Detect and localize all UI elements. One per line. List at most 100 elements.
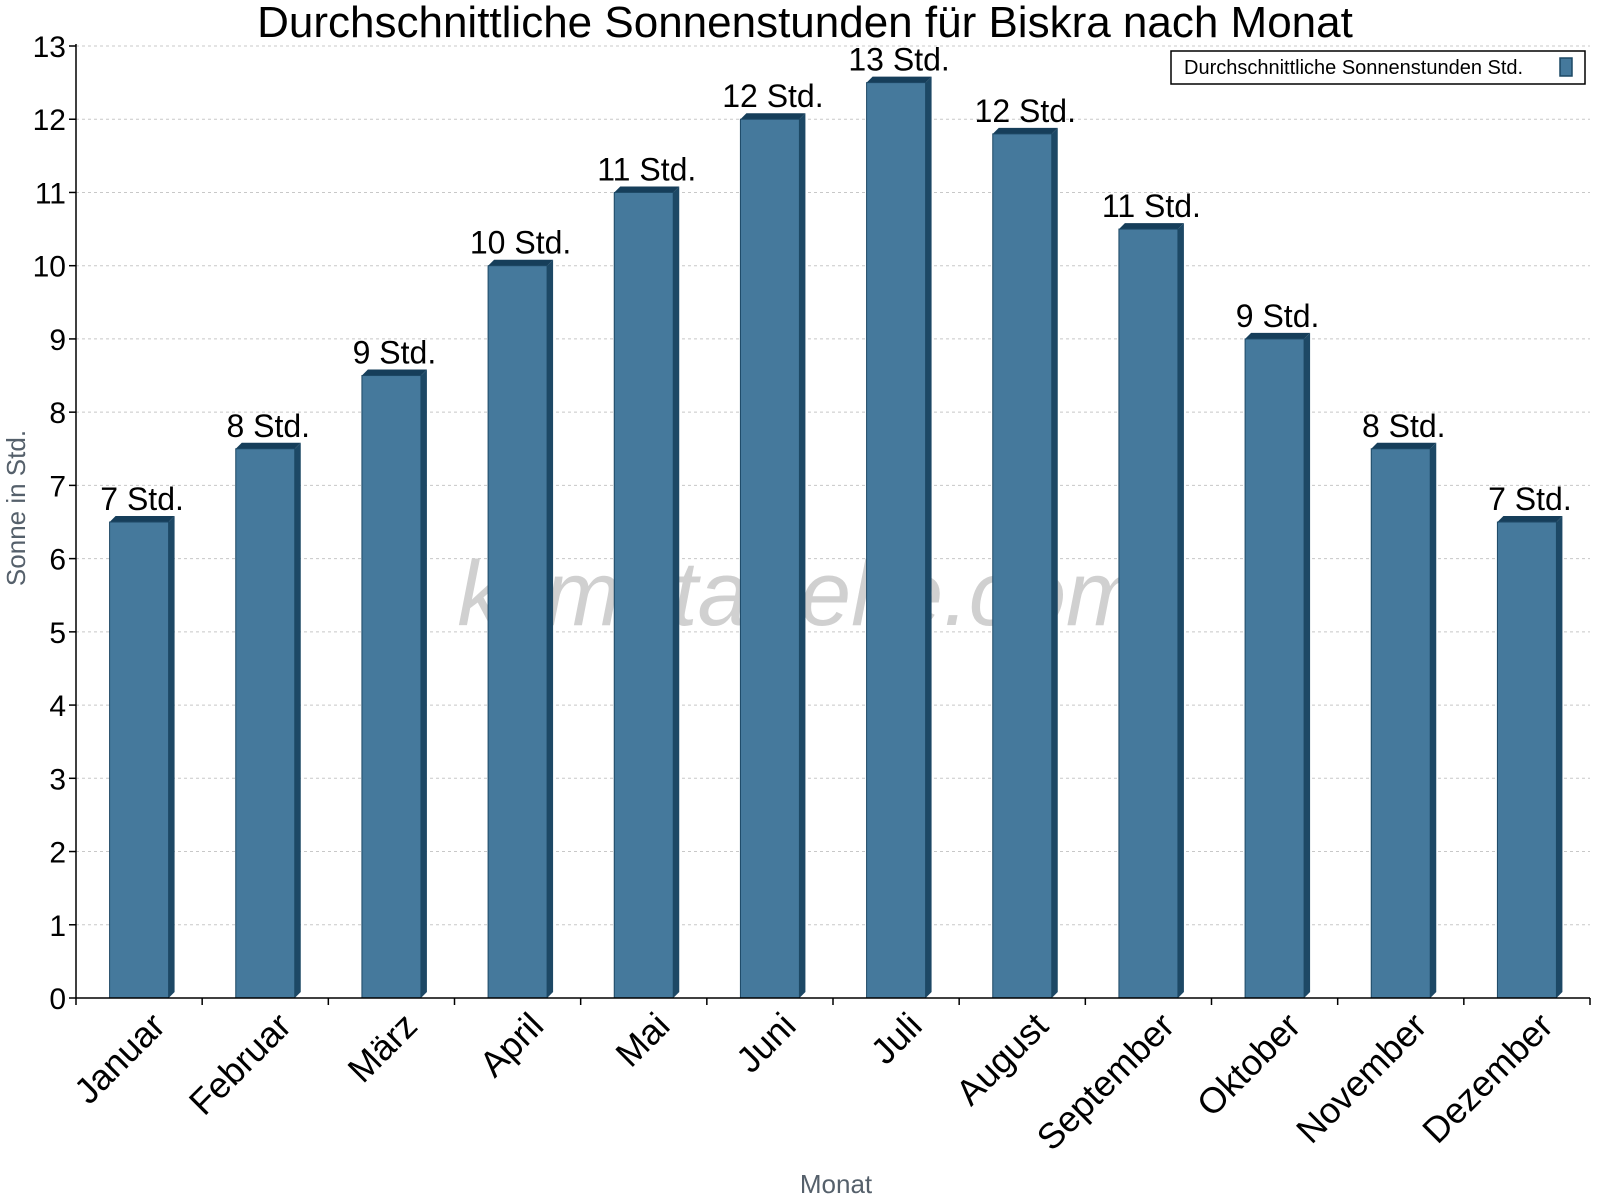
data-label: 13 Std. [848,42,949,78]
y-tick-label: 13 [33,31,66,64]
legend-swatch [1559,57,1573,77]
y-tick-label: 3 [49,763,66,796]
bar-top [1118,223,1184,230]
bar [109,516,175,999]
data-label: 12 Std. [975,93,1076,129]
bar-top [1497,516,1563,522]
bar-front [739,118,800,999]
legend: Durchschnittliche Sonnenstunden Std. [1170,50,1586,85]
data-label: 8 Std. [1362,408,1446,444]
x-tick-label: Februar [181,1005,299,1123]
y-tick-label: 1 [49,910,66,943]
bar-group [109,76,1563,999]
x-tick-label: Juli [863,1005,930,1072]
bar-top [992,127,1058,134]
bar [235,442,301,999]
bar-front [866,82,927,999]
x-tick-labels: Januar Februar März April Mai Juni Juli AugustS… [66,1005,1561,1159]
y-tick-label: 2 [49,837,66,870]
bar-side [1430,442,1437,998]
data-label: 12 Std. [722,78,823,114]
bar [739,113,806,999]
bar-side [673,186,680,998]
x-tick-label: August [948,1005,1056,1113]
legend-label: Durchschnittliche Sonnenstunden Std. [1184,57,1523,79]
bar [1370,442,1437,999]
bar-front [1496,521,1557,999]
bar [992,127,1058,999]
bar-side [1051,127,1058,998]
bar-top [740,113,806,120]
bar-top [614,186,680,193]
x-tick-label: Mai [607,1005,677,1075]
y-tick-label: 6 [49,544,66,577]
bar-front [361,375,422,999]
bar-side [168,516,175,998]
axes [69,44,1591,1005]
x-tick-label: Juni [728,1005,804,1081]
bar-front [613,191,674,999]
data-label: 10 Std. [470,225,571,261]
data-label: 11 Std. [1102,188,1201,224]
bar-front [992,133,1053,999]
bar [487,259,554,999]
y-tick-label: 12 [33,104,66,137]
bar-front [235,448,296,999]
bar-top [1245,332,1311,339]
bar-top [361,369,427,376]
bar-front [487,265,548,999]
bar-side [294,442,301,998]
data-label: 9 Std. [353,335,437,371]
bar [1244,332,1311,999]
y-axis-label: Sonne in Std. [1,430,31,586]
data-label: 8 Std. [226,408,310,444]
y-tick-label: 11 [35,177,66,210]
chart-title: Durchschnittliche Sonnenstunden für Bisk… [257,0,1353,47]
data-label: 7 Std. [1488,481,1572,517]
bar-top [235,442,301,449]
legend-box [1170,50,1586,85]
bar-side [1304,332,1311,998]
x-tick-label: Oktober [1189,1005,1309,1125]
x-axis-label: Monat [800,1169,873,1199]
x-tick-label: April [471,1005,551,1085]
x-tick-label: Dezember [1414,1005,1560,1151]
bar-side [925,76,932,999]
x-tick-label: März [340,1005,426,1091]
bar [866,76,932,999]
bar-top [1371,442,1437,449]
bar [1118,223,1184,999]
bar-side [1556,516,1563,998]
bar-top [488,259,554,266]
bar-side [547,259,554,998]
bar-side [799,113,806,998]
data-labels: 7 Std. 8 Std. 9 Std. 10 Std. 11 Std. 12 Std. 1… [100,42,1571,517]
bar [361,369,427,999]
x-tick-label: Januar [66,1005,173,1112]
bar-front [109,521,170,999]
bar [613,186,680,999]
data-label: 9 Std. [1236,298,1320,334]
y-tick-label: 7 [49,470,66,503]
bar-front [1118,228,1179,999]
y-tick-label: 8 [49,397,66,430]
y-tick-label: 10 [33,251,66,284]
grid-lines [76,45,1590,926]
bar-top [109,516,175,522]
y-tick-label: 9 [49,324,66,357]
y-tick-label: 5 [49,617,66,650]
y-tick-label: 0 [49,983,66,1016]
bar-side [420,369,427,998]
x-tick-label: September [1029,1005,1183,1159]
data-label: 7 Std. [100,481,184,517]
bar-top [866,76,932,83]
bar-side [1177,223,1184,999]
bar-front [1370,448,1431,999]
bar-front [1244,338,1305,999]
x-tick-label: November [1288,1005,1434,1151]
y-tick-label: 4 [49,690,66,723]
data-label: 11 Std. [597,151,696,187]
bar [1496,516,1563,999]
